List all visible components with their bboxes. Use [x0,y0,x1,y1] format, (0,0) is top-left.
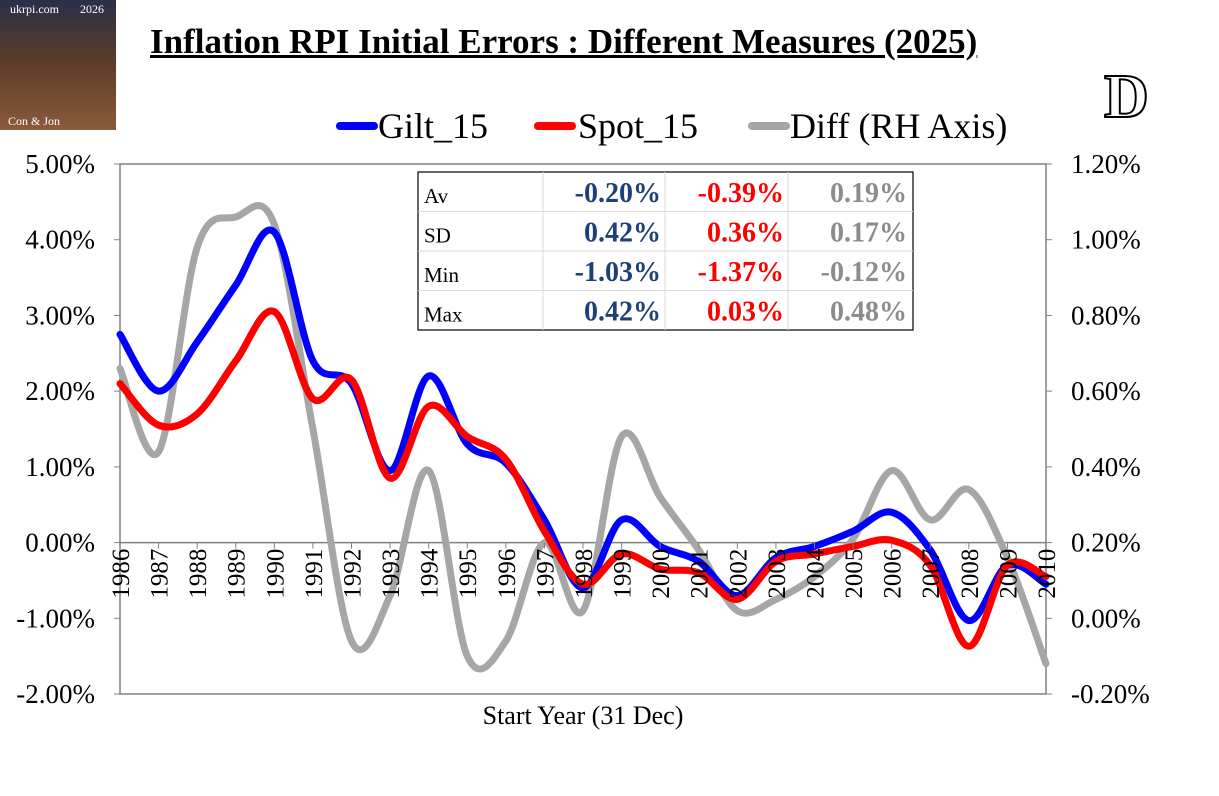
x-tick-label: 1988 [185,549,212,599]
chart-title: Inflation RPI Initial Errors : Different… [150,22,978,61]
y2-tick-label: -0.20% [1071,679,1150,709]
x-tick-label: 1996 [494,549,521,599]
x-tick-label: 2010 [1034,549,1061,599]
x-tick-label: 1994 [417,548,444,599]
logo-credit-text: Con & Jon [8,114,61,128]
y2-tick-label: 0.20% [1071,528,1141,558]
y-tick-label: -1.00% [16,603,95,633]
stats-gilt-value: 0.42% [584,217,661,248]
x-tick-label: 2000 [648,549,675,599]
logo-year-text: 2026 [80,2,104,16]
x-tick-label: 1993 [378,549,405,599]
x-tick-label: 2003 [764,549,791,599]
stats-spot-value: -0.39% [698,178,784,209]
x-tick-label: 1998 [571,549,598,599]
y-tick-label: 2.00% [25,376,95,406]
stats-gilt-value: 0.42% [584,296,661,327]
x-tick-label: 1992 [340,549,367,599]
x-tick-label: 2001 [687,549,714,599]
logo-site-text: ukrpi.com [10,2,59,16]
x-tick-label: 1999 [610,549,637,599]
y2-tick-label: 0.60% [1071,376,1141,406]
stats-row-label: Av [424,184,449,208]
x-axis-title: Start Year (31 Dec) [483,701,684,730]
y2-tick-label: 0.00% [1071,603,1141,633]
stats-diff-value: 0.17% [830,217,907,248]
stats-diff-value: -0.12% [821,257,907,288]
x-tick-label: 1997 [532,549,559,599]
x-tick-label: 2008 [957,549,984,599]
legend-label: Spot_15 [578,106,698,146]
legend-label: Diff (RH Axis) [790,106,1007,146]
x-tick-label: 2007 [918,549,945,599]
stats-diff-value: 0.19% [830,178,907,209]
y-tick-label: 1.00% [25,452,95,482]
legend-label: Gilt_15 [378,106,488,146]
x-tick-label: 2005 [841,549,868,599]
y2-tick-label: 0.80% [1071,300,1141,330]
y-tick-label: -2.00% [16,679,95,709]
stats-spot-value: 0.03% [707,296,784,327]
stats-gilt-value: -0.20% [575,178,661,209]
x-tick-label: 2004 [803,548,830,599]
y2-tick-label: 1.00% [1071,225,1141,255]
x-tick-label: 2002 [725,549,752,599]
stats-spot-value: 0.36% [707,217,784,248]
x-tick-label: 2009 [995,549,1022,599]
y2-tick-label: 0.40% [1071,452,1141,482]
stats-row-label: Max [424,302,463,326]
stats-row-label: Min [424,263,460,287]
series-line-gilt-15 [116,226,1050,625]
x-tick-label: 1991 [301,549,328,599]
x-tick-label: 1990 [262,549,289,599]
plot-area-frame [119,163,1047,695]
stats-gilt-value: -1.03% [575,257,661,288]
y-tick-label: 0.00% [25,528,95,558]
stats-diff-value: 0.48% [830,296,907,327]
y2-tick-label: 1.20% [1071,149,1141,179]
y-tick-label: 4.00% [25,225,95,255]
series-line-spot-15 [116,307,1050,650]
x-tick-label: 1986 [108,549,135,599]
x-tick-label: 2006 [880,549,907,599]
x-tick-label: 1995 [455,549,482,599]
y-tick-label: 3.00% [25,300,95,330]
stats-row-label: SD [424,223,451,247]
stats-spot-value: -1.37% [698,257,784,288]
x-tick-label: 1987 [147,549,174,599]
y-tick-label: 5.00% [25,149,95,179]
logo-image: ukrpi.com 2026 Con & Jon [0,0,116,130]
x-tick-label: 1989 [224,549,251,599]
corner-letter: D [1103,62,1150,132]
